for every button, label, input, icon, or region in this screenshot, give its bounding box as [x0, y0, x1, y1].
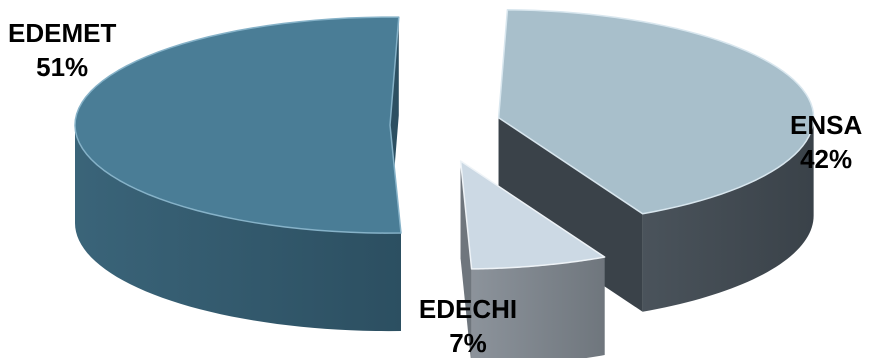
pie-slice-edemet-top — [74, 16, 402, 234]
pie-slice-edechi — [459, 160, 606, 358]
slice-label-edemet: EDEMET 51% — [8, 16, 116, 84]
pie-slice-edemet — [74, 16, 402, 332]
pie-slice-ensa-side-wall-0 — [642, 117, 814, 312]
pie-slice-edechi-cut-face-1 — [460, 160, 472, 358]
slice-label-edechi-name: EDECHI — [418, 294, 518, 324]
pie-slice-edechi-side-wall-0 — [471, 257, 605, 358]
pie-slice-ensa-top — [497, 8, 815, 215]
pie-slice-edemet-side-wall-0 — [75, 125, 401, 332]
slice-label-ensa-value: 42% — [800, 144, 853, 174]
slice-label-edemet-value: 51% — [36, 52, 89, 82]
pie-slice-edechi-top — [459, 160, 606, 270]
pie-slice-ensa — [497, 8, 815, 312]
slice-label-edechi: EDECHI 7% — [418, 292, 518, 360]
slice-label-edechi-value: 7% — [449, 328, 487, 358]
slice-label-edemet-name: EDEMET — [8, 18, 117, 48]
pie-slice-ensa-cut-face-1 — [498, 117, 643, 312]
slice-label-ensa-name: ENSA — [790, 110, 863, 140]
slice-label-ensa: ENSA 42% — [790, 108, 862, 176]
